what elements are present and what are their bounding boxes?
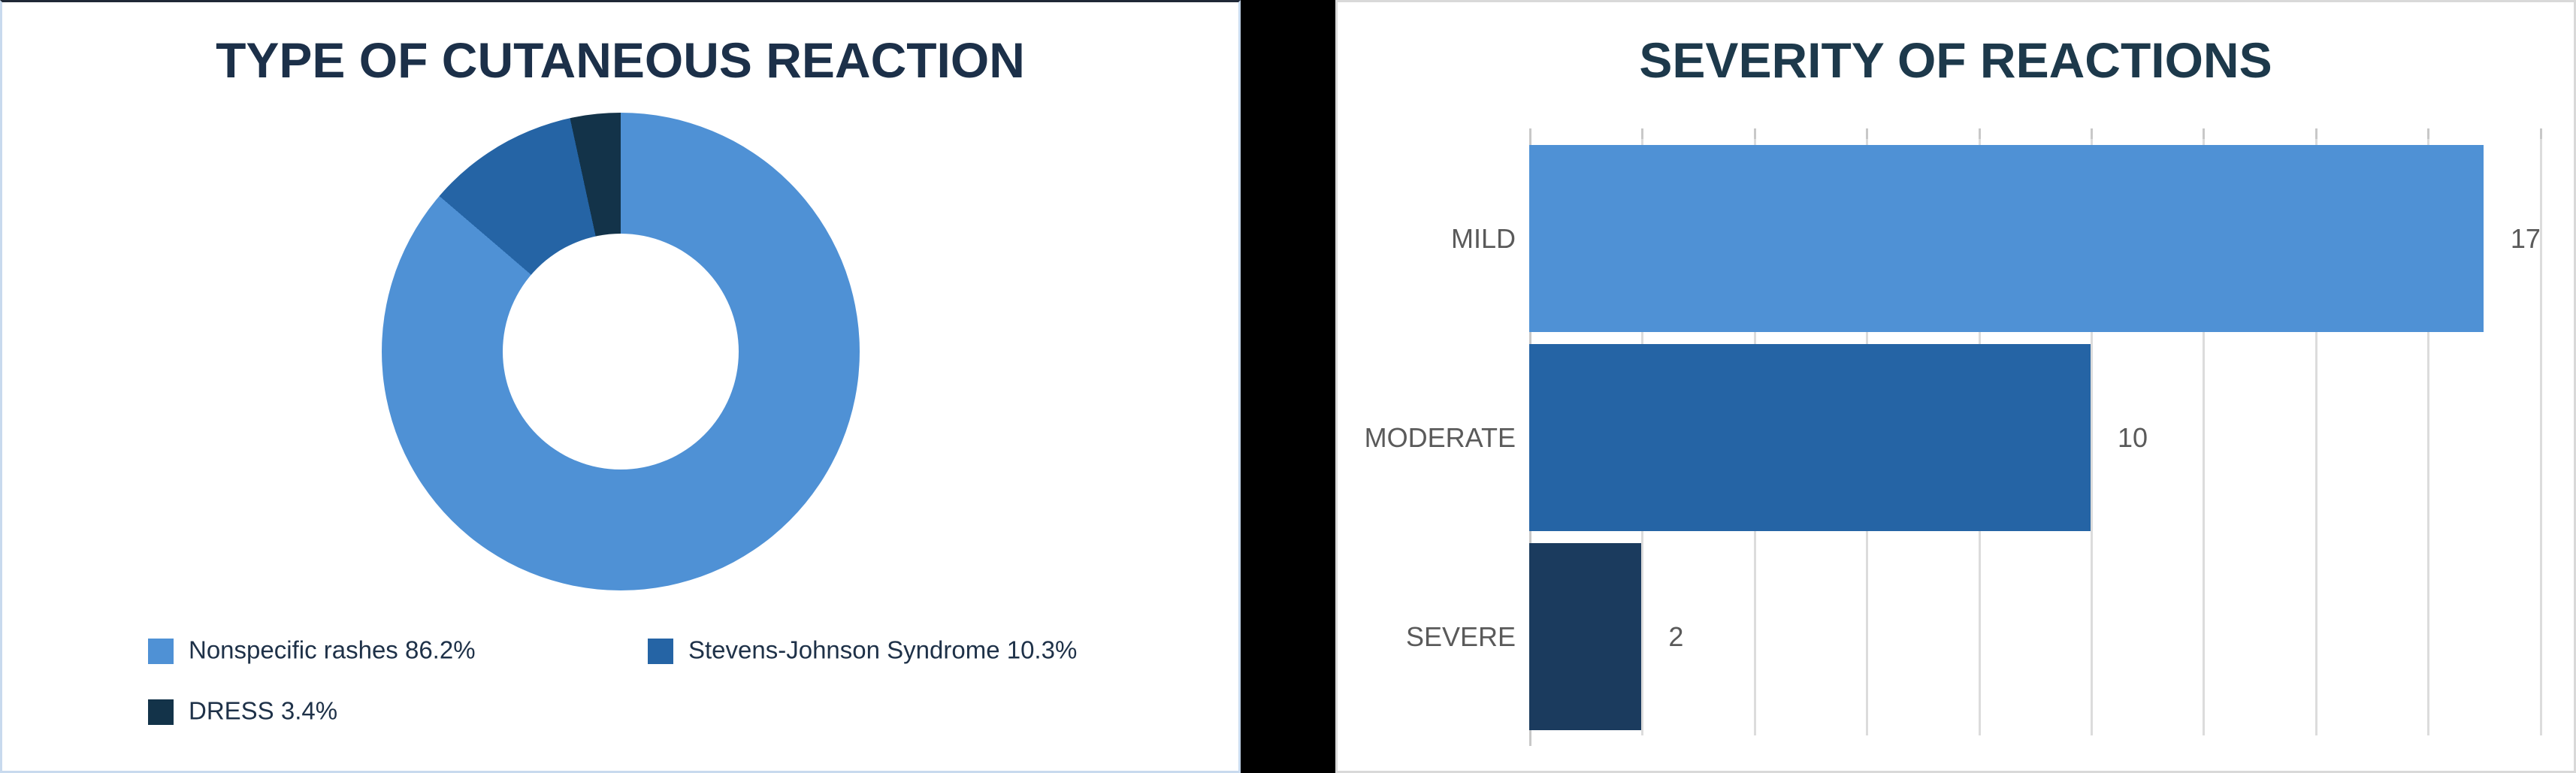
cutaneous-reaction-panel: TYPE OF CUTANEOUS REACTION Nonspecific r…: [0, 0, 1241, 773]
severity-panel: SEVERITY OF REACTIONS MILD17MODERATE10SE…: [1335, 0, 2576, 773]
axis-tick-10: [2091, 128, 2093, 139]
bar-mild: [1529, 145, 2484, 332]
donut-hole: [503, 234, 739, 470]
legend-label: Stevens-Johnson Syndrome 10.3%: [688, 636, 1077, 664]
legend-swatch-nonspecific-rashes: [148, 639, 174, 664]
category-label-severe: SEVERE: [1406, 621, 1516, 653]
axis-tick-6: [1866, 128, 1868, 139]
category-label-mild: MILD: [1451, 223, 1516, 255]
axis-tick-14: [2315, 128, 2317, 139]
axis-tick-18: [2540, 128, 2542, 139]
infographic-canvas: TYPE OF CUTANEOUS REACTION Nonspecific r…: [0, 0, 2576, 773]
axis-tick-16: [2427, 128, 2429, 139]
legend-swatch-dress: [148, 699, 174, 725]
legend-swatch-stevens-johnson: [648, 639, 673, 664]
value-label-severe: 2: [1668, 621, 1683, 653]
panel-divider: [1241, 0, 1335, 773]
donut-chart-title: TYPE OF CUTANEOUS REACTION: [2, 35, 1238, 85]
axis-tick-12: [2203, 128, 2205, 139]
axis-tick-4: [1754, 128, 1756, 139]
legend-label: DRESS 3.4%: [189, 696, 337, 725]
bar-moderate: [1529, 344, 2091, 531]
axis-tick-8: [1979, 128, 1981, 139]
value-label-moderate: 10: [2118, 422, 2148, 454]
legend-label: Nonspecific rashes 86.2%: [189, 636, 476, 664]
category-label-moderate: MODERATE: [1365, 422, 1516, 454]
value-label-mild: 17: [2511, 223, 2541, 255]
bar-severe: [1529, 543, 1641, 730]
donut-chart: [382, 113, 860, 590]
bar-chart: MILD 17 MODERATE 10 SEVERE 2: [1338, 2, 2574, 771]
axis-tick-2: [1641, 128, 1643, 139]
